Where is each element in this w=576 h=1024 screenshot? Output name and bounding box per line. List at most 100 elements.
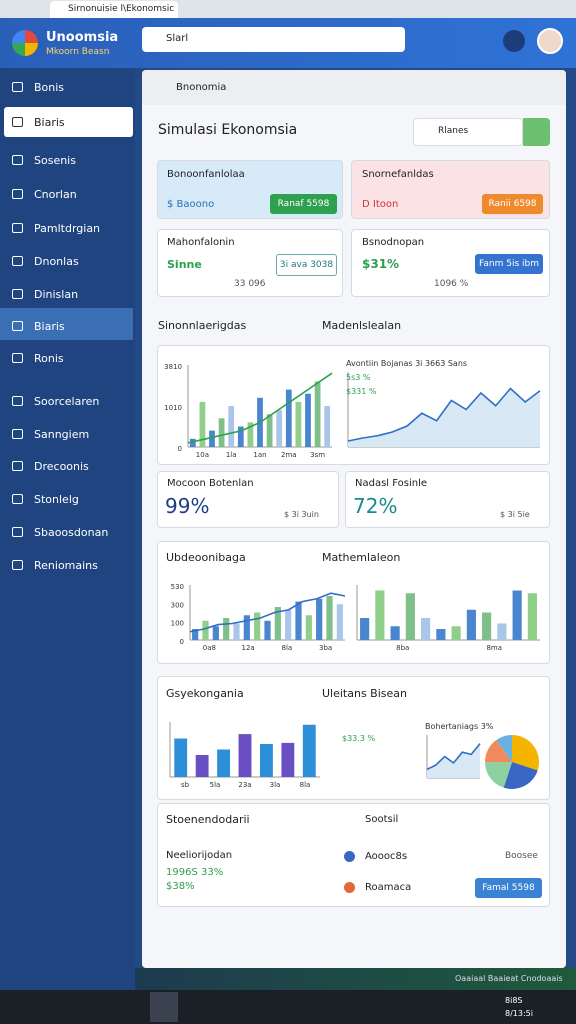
- card-value: $31%: [362, 257, 400, 271]
- card-title: Mahonfalonin: [167, 237, 235, 248]
- chart-sub: $331 %: [346, 387, 377, 396]
- card-value: $ Baoono: [167, 199, 215, 210]
- y-tick-label: 1010: [164, 404, 182, 412]
- sidebar-item[interactable]: Dinislan: [34, 288, 79, 301]
- sidebar-item[interactable]: Soorcelaren: [34, 395, 100, 408]
- sidebar-item[interactable]: Pamltdrgian: [34, 222, 101, 235]
- bar: [336, 604, 343, 640]
- pie-slice: [512, 735, 539, 771]
- bar: [316, 598, 323, 640]
- sidebar-item[interactable]: Sanngiem: [34, 428, 90, 441]
- bottom-line: 1996S 33%: [166, 867, 224, 878]
- bar: [228, 406, 235, 447]
- card-button[interactable]: Ranii 6598: [482, 194, 543, 214]
- back-label[interactable]: Bnonomia: [176, 82, 227, 93]
- section-title: Gsyekongania: [166, 687, 244, 700]
- address-bar[interactable]: Slarl: [142, 27, 405, 52]
- sidebar-item[interactable]: Dnonlas: [34, 255, 79, 268]
- section-title: Sinonnlaerigdas: [158, 319, 247, 332]
- x-tick-label: 2ma: [281, 451, 297, 459]
- bar: [305, 615, 312, 640]
- bar: [264, 620, 271, 640]
- bar: [482, 612, 492, 640]
- x-tick-label: 3ba: [319, 644, 332, 652]
- sidebar-icon: [12, 560, 23, 570]
- bottom-label: Neeliorijodan: [166, 850, 233, 861]
- tab[interactable]: Sirnonuisie l\Ekonomsic: [50, 1, 178, 18]
- bar: [189, 438, 196, 447]
- bar: [285, 609, 292, 640]
- sidebar-icon: [12, 527, 23, 537]
- search[interactable]: Rlanes: [413, 118, 523, 146]
- card-value: Sinne: [167, 258, 202, 271]
- stat-card: [157, 471, 339, 528]
- bar: [212, 626, 219, 640]
- line: [187, 372, 333, 444]
- y-tick-label: 0: [180, 638, 184, 646]
- stat-label: Mocoon Botenlan: [167, 478, 254, 489]
- bar: [390, 626, 400, 640]
- pie-slice: [503, 762, 538, 789]
- page-title: Simulasi Ekonomsia: [158, 122, 298, 138]
- bar: [375, 590, 385, 640]
- stat-note: $ 3i 3uin: [284, 510, 319, 519]
- chart-sub: 5s3 %: [346, 373, 371, 382]
- bottom-item: Roamaca: [365, 882, 412, 893]
- bar: [247, 422, 254, 447]
- card-title: Bsnodnopan: [362, 237, 425, 248]
- bar: [512, 590, 522, 640]
- sidebar-item[interactable]: Reniomains: [34, 559, 98, 572]
- x-tick-label: 8ma: [486, 644, 502, 652]
- bar: [192, 629, 199, 640]
- sidebar-item[interactable]: Cnorlan: [34, 188, 77, 201]
- sidebar-item[interactable]: Bonis: [34, 81, 65, 94]
- bar: [421, 618, 431, 640]
- x-tick-label: 12a: [242, 644, 255, 652]
- sidebar-item[interactable]: Drecoonis: [34, 460, 89, 473]
- sidebar-item[interactable]: Stonlelg: [34, 493, 79, 506]
- sidebar-active: [4, 107, 133, 137]
- dot: [344, 851, 355, 862]
- stat-card: [345, 471, 550, 528]
- section-title: Stoenendodarii: [166, 813, 250, 826]
- x-tick-label: sb: [181, 781, 190, 789]
- footer: Oaaiaal Baaieat Cnodoaais: [455, 974, 563, 983]
- bar: [314, 381, 321, 447]
- sidebar-item[interactable]: Biaris: [34, 116, 65, 129]
- sidebar-item[interactable]: Ronis: [34, 352, 64, 365]
- avatar[interactable]: [537, 28, 563, 54]
- section-title: Uleitans Bisean: [322, 687, 407, 700]
- line: [189, 592, 346, 633]
- area: [348, 388, 540, 447]
- card-button[interactable]: Fanm 5is ibm: [475, 254, 543, 274]
- section-title: Sootsil: [365, 814, 399, 825]
- bar: [209, 430, 215, 447]
- bar: [276, 410, 283, 447]
- bottom-tag: Boosee: [505, 851, 538, 861]
- chart-sub: $33.3 %: [342, 734, 375, 743]
- logo: [12, 30, 38, 56]
- section-title: Ubdeoonibaga: [166, 551, 246, 564]
- card-button[interactable]: Ranaf 5598: [270, 194, 337, 214]
- section-title: Mathemlaleon: [322, 551, 401, 564]
- x-tick-label: 1an: [253, 451, 266, 459]
- notify-icon[interactable]: [503, 30, 525, 52]
- sidebar-item[interactable]: Sosenis: [34, 154, 76, 167]
- x-tick-label: 10a: [196, 451, 209, 459]
- card-button[interactable]: 3i ava 3038: [276, 254, 337, 276]
- chart-card: [157, 676, 550, 800]
- sidebar-item[interactable]: Biaris: [34, 320, 65, 333]
- pie-slice: [496, 735, 512, 762]
- brand: Unoomsia: [46, 30, 119, 45]
- stat-note: $ 3i 5ie: [500, 510, 530, 519]
- x-tick-label: 1la: [226, 451, 237, 459]
- taskbar-active[interactable]: [150, 992, 178, 1022]
- bottom-line: $38%: [166, 881, 195, 892]
- sidebar-icon: [12, 429, 23, 439]
- search-button[interactable]: [523, 118, 550, 146]
- bottom-button[interactable]: Famal 5598: [475, 878, 542, 898]
- clock-time: 8i8S: [505, 996, 523, 1005]
- bar: [451, 626, 461, 640]
- sidebar-item[interactable]: Sbaoosdonan: [34, 526, 109, 539]
- dot: [344, 882, 355, 893]
